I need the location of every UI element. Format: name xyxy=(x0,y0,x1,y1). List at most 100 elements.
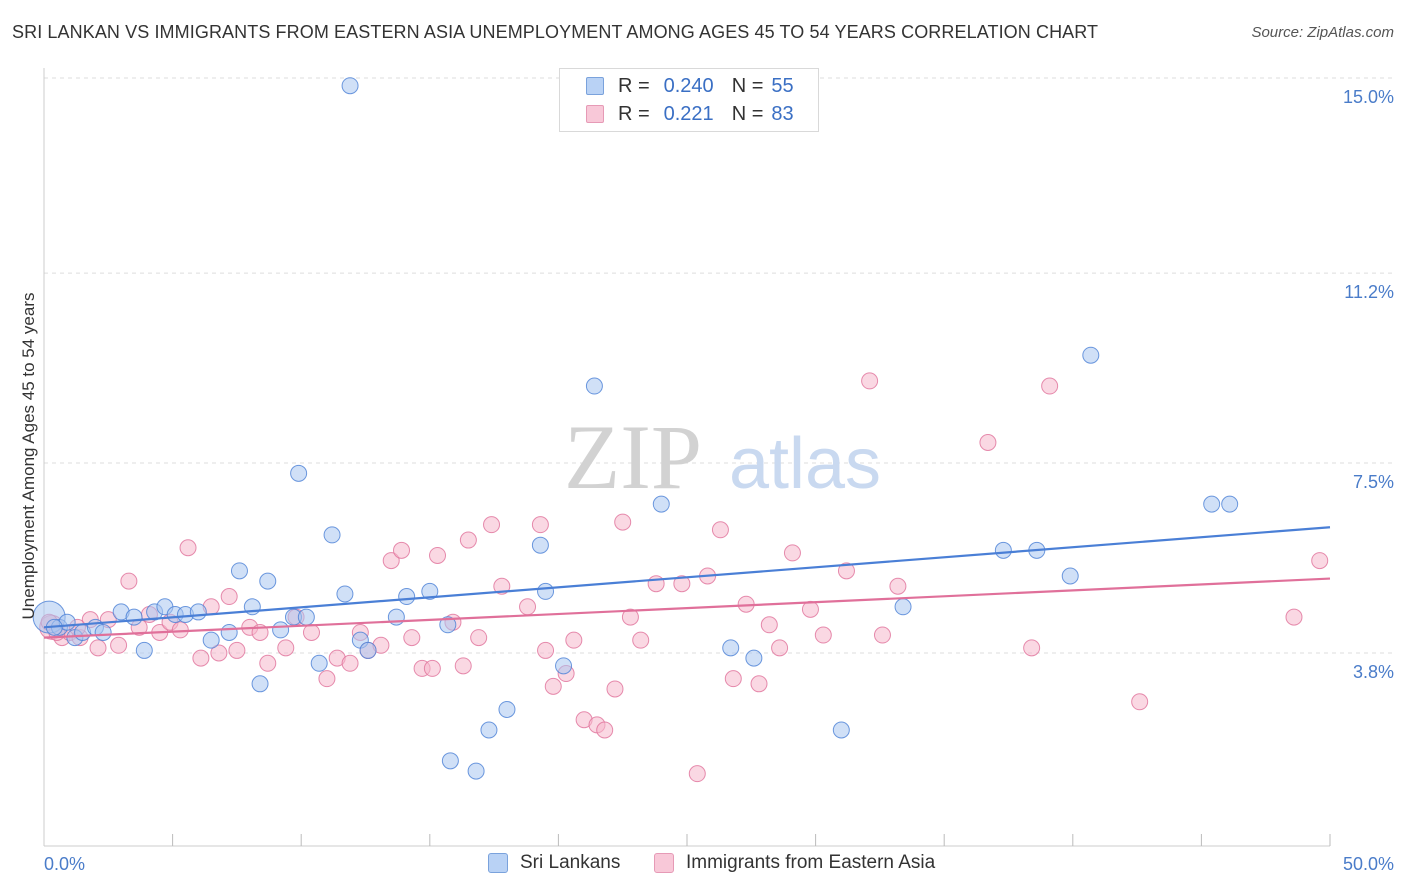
srilankans-point xyxy=(585,377,603,395)
srilankans-point xyxy=(359,641,377,659)
trend-lines xyxy=(43,526,1331,639)
immigrants-point xyxy=(179,539,197,557)
legend-r-label: R = xyxy=(618,102,650,125)
srilankans-point xyxy=(202,631,220,649)
srilankans-point xyxy=(1061,567,1079,585)
y-tick-labels: 3.8% 7.5% 11.2% 15.0% xyxy=(1343,87,1394,682)
bottom-legend-srilankans[interactable]: Sri Lankans xyxy=(488,852,620,874)
srilankans-point xyxy=(894,598,912,616)
bottom-legend-swatch-blue xyxy=(488,853,508,873)
immigrants-point xyxy=(318,670,336,688)
srilankans-point xyxy=(531,536,549,554)
srilankans-point xyxy=(498,700,516,718)
srilankans-point xyxy=(480,721,498,739)
immigrants-point xyxy=(614,513,632,531)
immigrants-point xyxy=(483,516,501,534)
srilankans-point xyxy=(230,562,248,580)
immigrants-point xyxy=(429,546,447,564)
srilankans-point xyxy=(832,721,850,739)
bottom-legend-immigrants[interactable]: Immigrants from Eastern Asia xyxy=(654,852,935,874)
legend-swatch-pink xyxy=(586,105,604,123)
immigrants-point xyxy=(750,675,768,693)
srilankans-point xyxy=(272,621,290,639)
immigrants-point xyxy=(1023,639,1041,657)
immigrants-point xyxy=(192,649,210,667)
source-label: Source: ZipAtlas.com xyxy=(1251,24,1394,41)
srilankans-point xyxy=(1203,495,1221,513)
srilankans-point xyxy=(1221,495,1239,513)
immigrants-point xyxy=(606,680,624,698)
immigrants-point xyxy=(1285,608,1303,626)
immigrants-point xyxy=(647,575,665,593)
immigrants-point xyxy=(596,721,614,739)
immigrants-point xyxy=(673,575,691,593)
immigrants-point xyxy=(341,654,359,672)
srilankans-point xyxy=(439,616,457,634)
watermark-zip: ZIP xyxy=(564,406,702,508)
srilankans-point xyxy=(441,752,459,770)
srilankans-point xyxy=(555,657,573,675)
legend-r-label: R = xyxy=(618,74,650,97)
immigrants-point xyxy=(688,765,706,783)
srilankans-point xyxy=(220,623,238,641)
x-tick-label-max: 50.0% xyxy=(1343,854,1394,874)
srilankans-point xyxy=(467,762,485,780)
bottom-legend-label: Immigrants from Eastern Asia xyxy=(686,852,936,873)
y-tick-label: 11.2% xyxy=(1344,282,1394,302)
bottom-legend-swatch-pink xyxy=(654,853,674,873)
immigrants-point xyxy=(1041,377,1059,395)
srilankans-point xyxy=(722,639,740,657)
immigrants-point xyxy=(454,657,472,675)
bottom-legend: Sri Lankans Immigrants from Eastern Asia xyxy=(0,852,1406,878)
y-tick-label: 3.8% xyxy=(1353,662,1394,682)
legend-r-value: 0.240 xyxy=(663,74,714,97)
srilankans-point xyxy=(189,603,207,621)
immigrants-point xyxy=(783,544,801,562)
immigrants-point xyxy=(302,623,320,641)
srilankans-point xyxy=(259,572,277,590)
srilankans-point xyxy=(336,585,354,603)
immigrants-point xyxy=(259,654,277,672)
immigrants-point xyxy=(771,639,789,657)
srilankans-point xyxy=(1082,346,1100,364)
immigrants-point xyxy=(979,434,997,452)
legend-r-value: 0.221 xyxy=(663,102,714,125)
y-tick-label: 7.5% xyxy=(1353,472,1394,492)
srilankans-point xyxy=(994,541,1012,559)
immigrants-point xyxy=(277,639,295,657)
srilankans-point xyxy=(537,582,555,600)
srilankans-point xyxy=(398,588,416,606)
immigrants-point xyxy=(565,631,583,649)
immigrants-point xyxy=(724,670,742,688)
immigrants-point xyxy=(171,621,189,639)
legend-n-value: 55 xyxy=(771,74,794,97)
srilankans-point xyxy=(94,623,112,641)
srilankans-point xyxy=(125,608,143,626)
immigrants-point xyxy=(814,626,832,644)
immigrants-point xyxy=(382,552,400,570)
immigrants-point xyxy=(531,516,549,534)
srilankans-point xyxy=(310,654,328,672)
srilankans-point xyxy=(421,582,439,600)
legend-swatch-blue xyxy=(586,77,604,95)
immigrants-point xyxy=(423,659,441,677)
watermark-atlas: atlas xyxy=(729,424,881,504)
x-ticks xyxy=(172,834,1331,846)
legend-n-label: N = xyxy=(731,74,764,97)
watermark: ZIP atlas xyxy=(564,406,881,508)
srilankans-point xyxy=(297,608,315,626)
legend-row-srilankans: R = 0.240 N = 55 xyxy=(586,73,794,99)
immigrants-point xyxy=(889,577,907,595)
srilankans-point xyxy=(135,641,153,659)
y-axis-label: Unemployment Among Ages 45 to 54 years xyxy=(19,293,38,620)
immigrants-point xyxy=(393,541,411,559)
immigrants-point xyxy=(493,577,511,595)
srilankans-point xyxy=(745,649,763,667)
srilankans-point xyxy=(251,675,269,693)
trend-line-srilankans xyxy=(43,526,1331,629)
srilankans-point xyxy=(652,495,670,513)
chart-title: SRI LANKAN VS IMMIGRANTS FROM EASTERN AS… xyxy=(12,22,1099,42)
immigrants-point xyxy=(760,616,778,634)
immigrants-point xyxy=(228,641,246,659)
immigrants-point xyxy=(544,677,562,695)
